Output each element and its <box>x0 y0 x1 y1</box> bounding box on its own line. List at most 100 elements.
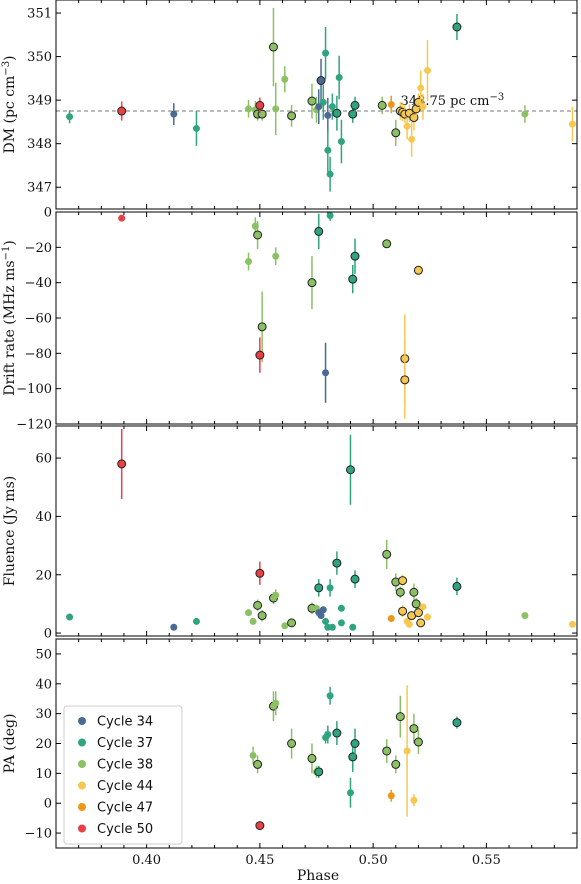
data-point <box>324 146 332 154</box>
data-point <box>281 622 289 630</box>
data-series <box>66 428 576 631</box>
data-point <box>314 767 324 777</box>
data-point <box>568 120 576 128</box>
legend-entry-label: Cycle 38 <box>97 758 153 773</box>
panel-frame <box>55 0 578 210</box>
data-point <box>335 74 343 82</box>
data-point <box>452 22 462 32</box>
y-tick-label: −100 <box>16 382 52 397</box>
data-point <box>253 600 263 610</box>
y-tick-label: 40 <box>35 677 52 692</box>
data-point <box>382 746 392 756</box>
y-tick-label: 0 <box>44 627 52 642</box>
y-axis-label-main: Drift rate (MHz ms <box>2 260 18 395</box>
data-point <box>409 587 419 597</box>
y-tick-label: −120 <box>16 418 52 433</box>
y-tick-label: −60 <box>25 312 52 327</box>
data-point <box>170 623 178 631</box>
data-point <box>419 603 427 611</box>
data-point <box>348 274 358 284</box>
data-point <box>568 620 576 628</box>
data-point <box>382 239 392 249</box>
data-point <box>287 111 297 121</box>
data-point <box>419 103 427 111</box>
data-point <box>324 111 332 119</box>
data-point <box>307 278 317 288</box>
legend-marker <box>78 760 86 768</box>
legend-marker <box>78 717 86 725</box>
data-point <box>66 113 74 121</box>
data-point <box>255 100 265 110</box>
data-point <box>405 620 413 628</box>
data-point <box>416 618 426 628</box>
data-point <box>257 322 267 332</box>
data-point <box>403 747 411 755</box>
data-point <box>272 105 280 113</box>
y-axis-label-superscript: −1 <box>1 246 12 261</box>
legend-marker <box>78 824 86 833</box>
data-point <box>272 252 280 260</box>
data-point <box>117 106 127 116</box>
data-point <box>245 105 253 113</box>
data-point <box>328 623 336 631</box>
data-point <box>307 753 317 763</box>
data-point <box>410 796 418 804</box>
data-point <box>332 728 342 738</box>
data-point <box>192 617 200 625</box>
data-point <box>382 549 392 559</box>
data-point <box>403 122 411 130</box>
data-point <box>255 821 265 831</box>
data-point <box>521 612 529 620</box>
data-point <box>409 724 419 734</box>
data-point <box>192 124 200 132</box>
data-point <box>255 568 265 578</box>
data-point <box>316 76 326 86</box>
data-point <box>268 42 278 52</box>
y-tick-label: 350 <box>27 50 52 65</box>
legend-marker <box>78 781 86 790</box>
data-point <box>253 230 263 240</box>
data-point <box>452 718 462 728</box>
data-point <box>249 617 257 625</box>
y-tick-label: 348 <box>27 137 52 152</box>
data-point <box>423 613 431 621</box>
annotation-superscript: −3 <box>490 92 505 103</box>
y-axis-label-main: DM (pc cm <box>2 76 18 154</box>
data-point <box>332 558 342 568</box>
data-series <box>249 685 462 831</box>
data-point <box>391 759 401 769</box>
data-point <box>408 135 416 143</box>
y-tick-label: 60 <box>35 452 52 467</box>
data-point <box>326 212 334 220</box>
data-point <box>413 737 423 747</box>
y-tick-label: 349 <box>27 94 52 109</box>
data-point <box>170 110 178 118</box>
data-point <box>377 100 387 110</box>
data-point <box>245 609 253 617</box>
data-point <box>249 751 257 759</box>
data-point <box>337 138 345 146</box>
data-point <box>337 604 345 612</box>
x-tick-label: 0.55 <box>472 853 501 868</box>
data-point <box>395 712 405 722</box>
data-point <box>337 619 345 627</box>
data-point <box>322 49 330 57</box>
data-point <box>423 67 431 75</box>
data-point <box>387 101 395 108</box>
legend: Cycle 34 Cycle 37 Cycle 38 Cycle 44 Cycle 47… <box>63 705 183 845</box>
y-axis-label: Drift rate (MHz ms−1) <box>1 240 18 396</box>
legend-entry-label: Cycle 37 <box>97 736 153 751</box>
data-point <box>118 214 126 222</box>
panel-frame <box>55 211 578 425</box>
data-point <box>350 739 360 748</box>
data-point <box>287 739 297 748</box>
panel-3: 0 20 40 60 Fluence (Jy ms) <box>2 425 578 642</box>
y-tick-label: 347 <box>27 181 52 196</box>
y-axis-label: PA (deg) <box>2 714 18 774</box>
data-point <box>350 100 360 110</box>
legend-box <box>63 705 183 845</box>
data-point <box>307 96 317 106</box>
data-point <box>326 584 334 592</box>
y-tick-label: 20 <box>35 568 52 583</box>
